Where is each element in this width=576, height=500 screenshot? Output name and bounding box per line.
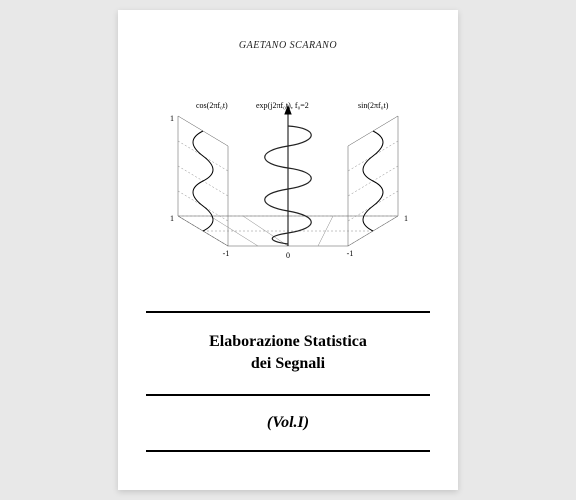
author-name: GAETANO SCARANO xyxy=(146,40,430,51)
label-sin: sin(2πf₀t) xyxy=(358,101,389,110)
helix-3d-diagram: 1 1 1 -1 -1 0 cos(2πf₀t) exp(j2πf₀t), f₀… xyxy=(148,86,428,276)
label-cos: cos(2πf₀t) xyxy=(196,101,228,110)
book-cover-page: GAETANO SCARANO xyxy=(118,10,458,490)
divider-bottom xyxy=(146,450,430,452)
title-line-1: Elaborazione Statistica xyxy=(146,331,430,353)
svg-text:1: 1 xyxy=(404,214,408,223)
volume-block: (Vol.I) xyxy=(146,396,430,432)
cover-figure: 1 1 1 -1 -1 0 cos(2πf₀t) exp(j2πf₀t), f₀… xyxy=(146,81,430,281)
title-line-2: dei Segnali xyxy=(146,353,430,375)
svg-text:1: 1 xyxy=(170,114,174,123)
label-exp: exp(j2πf₀t), f₀=2 xyxy=(256,101,309,110)
volume-label: (Vol.I) xyxy=(146,414,430,432)
title-block: Elaborazione Statistica dei Segnali xyxy=(146,313,430,394)
svg-text:1: 1 xyxy=(170,214,174,223)
svg-text:-1: -1 xyxy=(347,249,354,258)
svg-text:-1: -1 xyxy=(223,249,230,258)
svg-text:0: 0 xyxy=(286,251,290,260)
